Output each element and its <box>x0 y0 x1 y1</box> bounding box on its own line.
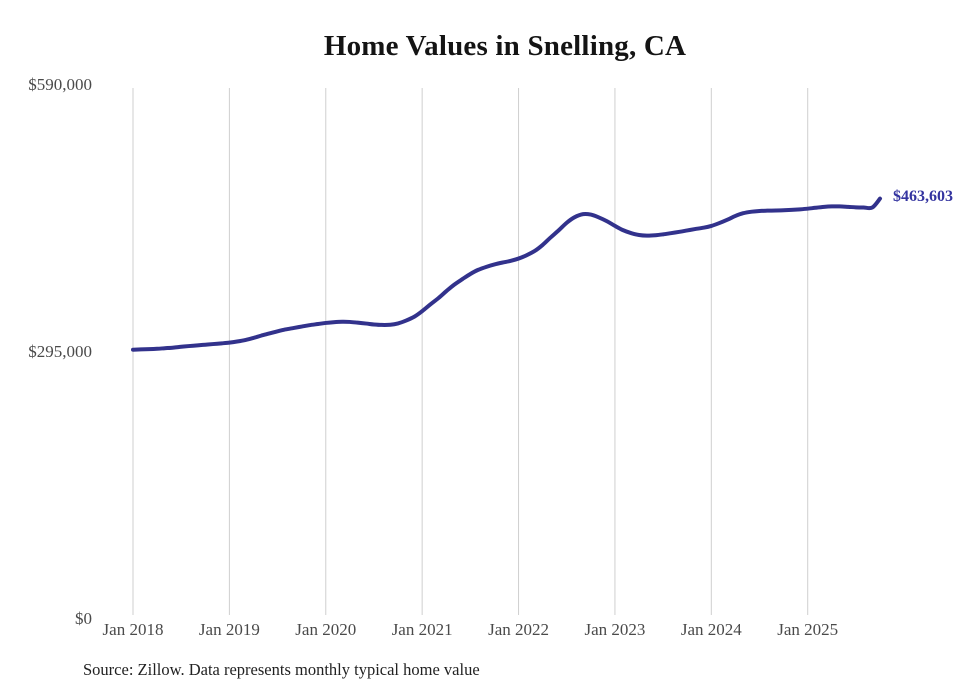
x-axis-tick-label-jan-2020: Jan 2020 <box>295 620 357 639</box>
x-axis-tick-label-jan-2023: Jan 2023 <box>584 620 646 639</box>
chart-title: Home Values in Snelling, CA <box>323 30 687 62</box>
x-axis-tick-label-jan-2018: Jan 2018 <box>102 620 164 639</box>
x-axis-tick-label-jan-2021: Jan 2021 <box>391 620 453 639</box>
x-axis-tick-label-jan-2024: Jan 2024 <box>680 620 742 639</box>
x-axis-tick-label-jan-2025: Jan 2025 <box>777 620 839 639</box>
gridlines <box>132 88 809 615</box>
y-axis-tick-label-mid: $295,000 <box>28 342 92 361</box>
source-note: Source: Zillow. Data represents monthly … <box>83 660 480 679</box>
series-line-typical-home-value <box>131 196 882 352</box>
y-axis-tick-label-bottom: $0 <box>75 609 92 628</box>
x-axis-tick-label-jan-2019: Jan 2019 <box>198 620 260 639</box>
series-end-value-label: $463,603 <box>893 187 953 205</box>
y-axis-tick-label-top: $590,000 <box>28 75 92 94</box>
x-axis-tick-label-jan-2022: Jan 2022 <box>488 620 549 639</box>
